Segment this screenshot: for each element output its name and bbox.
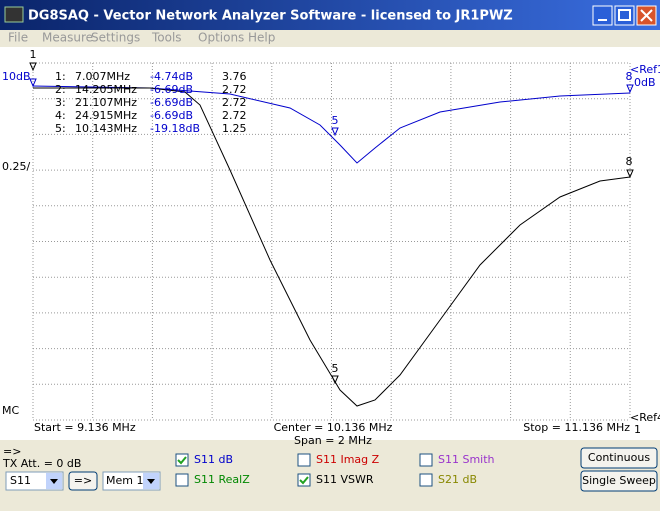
checkbox-label[interactable]: S11 Smith — [438, 453, 495, 466]
marker-readout: 1: — [55, 70, 66, 83]
checkbox[interactable] — [419, 473, 433, 487]
marker-label: 8 — [626, 70, 633, 83]
marker-readout: 3: — [55, 96, 66, 109]
checkbox[interactable] — [297, 453, 311, 467]
marker-triangles — [29, 62, 634, 385]
menu-item[interactable]: Settings — [91, 31, 140, 45]
sweep-start: Start = 9.136 MHz — [34, 421, 136, 434]
marker-label: 1 — [30, 48, 37, 61]
marker-readout: 3.76 — [222, 70, 247, 83]
marker-readout: 2.72 — [222, 109, 247, 122]
plot-area — [0, 47, 660, 440]
marker-readout: 10.143MHz — [75, 122, 137, 135]
marker-label: 5 — [332, 114, 339, 127]
window-buttons[interactable] — [592, 5, 657, 26]
port-value[interactable]: S11 — [10, 474, 31, 487]
s11-vswr-trace — [33, 87, 631, 407]
marker-readout: -6.69dB — [150, 109, 193, 122]
memory-select[interactable]: Mem 1 — [102, 471, 161, 491]
menu-item[interactable]: Help — [248, 31, 275, 45]
check-mark[interactable] — [299, 476, 309, 485]
marker-readout: 5: — [55, 122, 66, 135]
marker-readout: 4: — [55, 109, 66, 122]
sweep-stop: Stop = 11.136 MHz — [523, 421, 630, 434]
checkbox-label[interactable]: S11 dB — [194, 453, 233, 466]
ref-label: MC — [2, 404, 19, 417]
checkbox-label[interactable]: S11 Imag Z — [316, 453, 380, 466]
marker-readout: -4.74dB — [150, 70, 193, 83]
scale-label: 0.25/ — [2, 160, 30, 173]
single-sweep-label[interactable]: Single Sweep — [582, 474, 656, 487]
continuous-button[interactable]: Continuous — [580, 447, 658, 469]
title-bar — [0, 0, 660, 30]
single-sweep-button[interactable]: Single Sweep — [580, 470, 658, 492]
marker-readout: 2.72 — [222, 83, 247, 96]
marker-readout: -6.69dB — [150, 83, 193, 96]
marker-readout: 24.915MHz — [75, 109, 137, 122]
marker-readout: 21.107MHz — [75, 96, 137, 109]
marker-readout: 2.72 — [222, 96, 247, 109]
marker-readout: 7.007MHz — [75, 70, 130, 83]
marker-readout: -19.18dB — [150, 122, 200, 135]
ref-value: 0dB — [634, 76, 656, 89]
minimize[interactable] — [592, 5, 613, 26]
app-icon — [4, 6, 24, 23]
menu-item[interactable]: File — [8, 31, 28, 45]
sweep-span: Span = 2 MHz — [294, 434, 372, 447]
continuous-label[interactable]: Continuous — [588, 451, 650, 464]
checkbox[interactable] — [297, 473, 311, 487]
window-title: DG8SAQ - Vector Network Analyzer Softwar… — [28, 9, 513, 24]
ref-value: 1 — [634, 423, 641, 436]
sweep-center: Center = 10.136 MHz — [274, 421, 393, 434]
arrow-button[interactable]: => — [68, 471, 98, 491]
port-select[interactable]: S11 — [5, 471, 64, 491]
ref-label: <Ref4 — [630, 411, 660, 424]
arrow-button-label[interactable]: => — [74, 474, 92, 487]
checkbox[interactable] — [175, 453, 189, 467]
marker-readout: 2: — [55, 83, 66, 96]
checkbox-label[interactable]: S21 dB — [438, 473, 477, 486]
tx-att: TX Att. = 0 dB — [2, 457, 81, 470]
check-mark[interactable] — [177, 456, 187, 465]
scale-label: 10dB — [2, 70, 31, 83]
menu-item[interactable]: Measure — [42, 31, 93, 45]
checkbox-label[interactable]: S11 VSWR — [316, 473, 374, 486]
checkbox[interactable] — [419, 453, 433, 467]
marker-readout: 1.25 — [222, 122, 247, 135]
menu-item[interactable]: Options — [198, 31, 244, 45]
marker-label: 8 — [626, 155, 633, 168]
menu-item[interactable]: Tools — [151, 31, 182, 45]
arrow-label: => — [3, 445, 21, 458]
checkbox-label[interactable]: S11 RealZ — [194, 473, 250, 486]
memory-value[interactable]: Mem 1 — [106, 474, 143, 487]
checkbox[interactable] — [175, 473, 189, 487]
marker-readout: 14.205MHz — [75, 83, 137, 96]
marker-label: 5 — [332, 362, 339, 375]
s11-db-trace — [32, 85, 631, 164]
marker-readout: -6.69dB — [150, 96, 193, 109]
maximize[interactable] — [614, 5, 635, 26]
